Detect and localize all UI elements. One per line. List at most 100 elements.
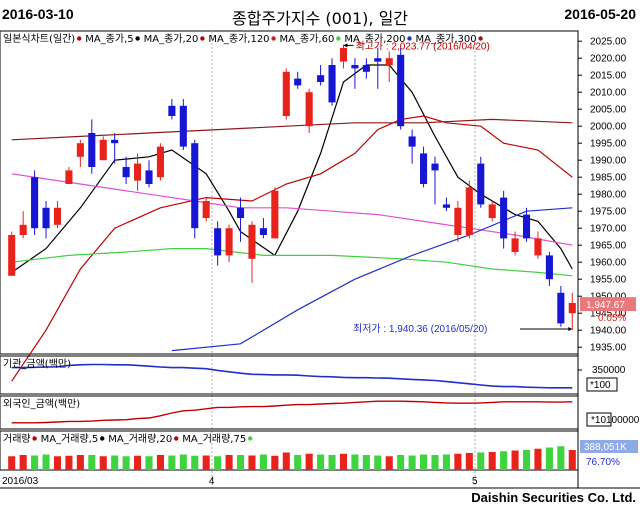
volume-bar[interactable] bbox=[8, 456, 16, 470]
candle-body[interactable] bbox=[339, 48, 348, 62]
candle-body[interactable] bbox=[408, 136, 416, 147]
volume-bar[interactable] bbox=[477, 452, 485, 471]
candle-body[interactable] bbox=[294, 78, 302, 86]
volume-bar[interactable] bbox=[156, 455, 164, 470]
candle-body[interactable] bbox=[271, 190, 279, 239]
volume-bar[interactable] bbox=[545, 447, 553, 471]
volume-bar[interactable] bbox=[557, 446, 565, 470]
volume-bar[interactable] bbox=[191, 455, 199, 470]
volume-bar[interactable] bbox=[328, 455, 336, 470]
candle-body[interactable] bbox=[145, 170, 153, 184]
candle-body[interactable] bbox=[511, 238, 519, 252]
volume-bar[interactable] bbox=[236, 455, 245, 470]
candle-body[interactable] bbox=[236, 207, 245, 218]
volume-bar[interactable] bbox=[42, 454, 50, 471]
volume-bar[interactable] bbox=[259, 454, 267, 471]
candle-body[interactable] bbox=[179, 105, 187, 147]
candle-body[interactable] bbox=[168, 105, 176, 116]
candle-body[interactable] bbox=[259, 228, 267, 235]
volume-bar[interactable] bbox=[294, 455, 302, 470]
candle-body[interactable] bbox=[465, 187, 473, 235]
volume-bar[interactable] bbox=[76, 455, 84, 470]
candle-body[interactable] bbox=[53, 207, 62, 225]
candle-body[interactable] bbox=[134, 163, 142, 181]
candle-body[interactable] bbox=[488, 204, 496, 218]
candle-body[interactable] bbox=[362, 65, 370, 72]
volume-bar[interactable] bbox=[88, 455, 96, 470]
candle-body[interactable] bbox=[122, 167, 130, 178]
volume-bar[interactable] bbox=[271, 455, 279, 470]
candle-body[interactable] bbox=[500, 197, 508, 239]
volume-bar[interactable] bbox=[111, 455, 119, 471]
candle-body[interactable] bbox=[31, 177, 39, 229]
volume-bar[interactable] bbox=[431, 455, 439, 470]
volume-bar[interactable] bbox=[145, 456, 153, 470]
volume-bar[interactable] bbox=[214, 456, 222, 470]
volume-bar[interactable] bbox=[317, 454, 325, 471]
candle-body[interactable] bbox=[111, 139, 119, 144]
candle-body[interactable] bbox=[397, 54, 405, 127]
candle-body[interactable] bbox=[99, 139, 107, 161]
volume-bar[interactable] bbox=[99, 456, 107, 470]
volume-bar[interactable] bbox=[374, 455, 382, 471]
candle-body[interactable] bbox=[76, 143, 84, 157]
candle-body[interactable] bbox=[522, 214, 531, 239]
candle-body[interactable] bbox=[328, 65, 336, 103]
candle-body[interactable] bbox=[477, 163, 485, 205]
candle-body[interactable] bbox=[225, 228, 233, 256]
candle-body[interactable] bbox=[317, 75, 325, 82]
volume-bar[interactable] bbox=[442, 454, 450, 471]
volume-bar[interactable] bbox=[31, 455, 39, 471]
volume-bar[interactable] bbox=[339, 453, 348, 470]
volume-bar[interactable] bbox=[408, 455, 416, 471]
volume-bar[interactable] bbox=[500, 451, 508, 470]
volume-bar[interactable] bbox=[465, 453, 473, 470]
candle-body[interactable] bbox=[248, 224, 256, 259]
candle-body[interactable] bbox=[214, 228, 222, 256]
volume-bar[interactable] bbox=[53, 456, 62, 470]
volume-bar[interactable] bbox=[351, 454, 359, 471]
candle-body[interactable] bbox=[156, 146, 164, 178]
volume-bar[interactable] bbox=[420, 454, 428, 471]
volume-bar[interactable] bbox=[511, 450, 519, 471]
volume-bar[interactable] bbox=[19, 455, 27, 470]
volume-bar[interactable] bbox=[122, 456, 130, 470]
volume-bar[interactable] bbox=[65, 455, 73, 470]
volume-bar[interactable] bbox=[385, 456, 393, 470]
candle-body[interactable] bbox=[42, 207, 50, 229]
volume-bar[interactable] bbox=[179, 454, 187, 471]
volume-bar[interactable] bbox=[522, 450, 531, 470]
candle-body[interactable] bbox=[568, 303, 576, 314]
candle-body[interactable] bbox=[8, 235, 16, 276]
candle-body[interactable] bbox=[305, 92, 313, 127]
candle-body[interactable] bbox=[385, 58, 393, 65]
candle-body[interactable] bbox=[431, 163, 439, 171]
volume-bar[interactable] bbox=[305, 453, 313, 470]
candle-body[interactable] bbox=[191, 143, 199, 229]
candle-body[interactable] bbox=[534, 238, 542, 256]
candle-body[interactable] bbox=[19, 224, 27, 235]
candle-body[interactable] bbox=[557, 292, 565, 324]
volume-bar[interactable] bbox=[488, 452, 496, 470]
volume-bar[interactable] bbox=[362, 455, 370, 470]
candle-body[interactable] bbox=[420, 153, 428, 184]
volume-bar[interactable] bbox=[225, 455, 233, 470]
candle-body[interactable] bbox=[442, 204, 450, 208]
volume-bar[interactable] bbox=[202, 455, 210, 471]
candle-body[interactable] bbox=[65, 170, 73, 184]
candle-body[interactable] bbox=[282, 71, 290, 116]
candle-body[interactable] bbox=[374, 58, 382, 62]
candle-body[interactable] bbox=[88, 133, 96, 167]
volume-bar[interactable] bbox=[534, 448, 542, 470]
volume-bar[interactable] bbox=[454, 453, 462, 470]
volume-bar[interactable] bbox=[248, 455, 256, 471]
candle-body[interactable] bbox=[545, 255, 553, 280]
volume-bar[interactable] bbox=[282, 452, 290, 471]
candle-body[interactable] bbox=[202, 201, 210, 218]
volume-bar[interactable] bbox=[168, 455, 176, 471]
volume-bar[interactable] bbox=[397, 455, 405, 470]
candle-body[interactable] bbox=[454, 207, 462, 235]
volume-bar[interactable] bbox=[568, 450, 576, 470]
volume-bar[interactable] bbox=[134, 455, 142, 470]
